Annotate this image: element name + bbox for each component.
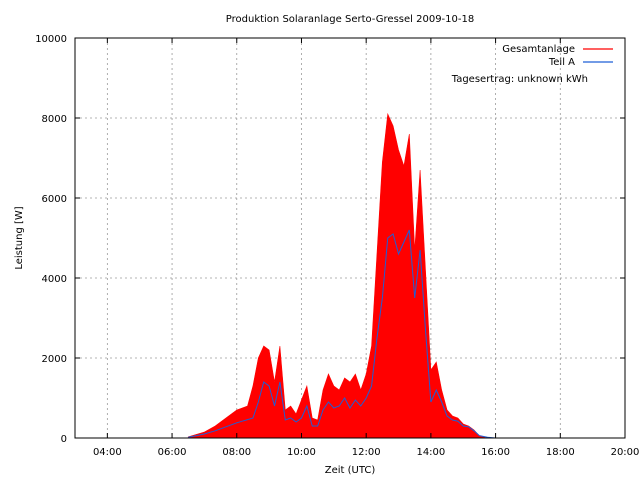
series-teil-a bbox=[188, 229, 496, 439]
daily-yield-annotation: Tagesertrag: unknown kWh bbox=[451, 74, 588, 85]
x-tick-label: 14:00 bbox=[416, 447, 445, 458]
x-axis-label: Zeit (UTC) bbox=[325, 465, 376, 476]
y-tick-label: 6000 bbox=[42, 194, 67, 205]
series-gesamtanlage bbox=[187, 112, 488, 439]
y-axis-label: Leistung [W] bbox=[14, 206, 25, 269]
line-teil-a bbox=[188, 229, 496, 439]
legend-label-gesamtanlage: Gesamtanlage bbox=[502, 44, 575, 55]
plot-frame bbox=[74, 37, 626, 439]
x-tick-label: 16:00 bbox=[481, 447, 510, 458]
legend-label-teil-a: Teil A bbox=[548, 57, 575, 68]
x-tick-label: 12:00 bbox=[352, 447, 381, 458]
y-tick-label: 10000 bbox=[35, 34, 67, 45]
x-tick-label: 04:00 bbox=[93, 447, 122, 458]
y-tick-label: 8000 bbox=[42, 114, 67, 125]
y-tick-label: 4000 bbox=[42, 274, 67, 285]
x-tick-label: 10:00 bbox=[287, 447, 316, 458]
x-tick-label: 06:00 bbox=[158, 447, 187, 458]
grid bbox=[75, 38, 625, 438]
x-tick-label: 20:00 bbox=[611, 447, 640, 458]
legend: Gesamtanlage Teil A bbox=[502, 44, 613, 68]
x-tick-label: 08:00 bbox=[222, 447, 251, 458]
y-tick-label: 0 bbox=[61, 434, 67, 445]
y-tick-label: 2000 bbox=[42, 354, 67, 365]
x-tick-label: 18:00 bbox=[546, 447, 575, 458]
chart-title: Produktion Solaranlage Serto-Gressel 200… bbox=[226, 14, 474, 25]
area-gesamtanlage bbox=[187, 112, 488, 439]
axis-ticks: 04:00 06:00 08:00 10:00 12:00 14:00 16:00 18:00… bbox=[35, 34, 639, 458]
